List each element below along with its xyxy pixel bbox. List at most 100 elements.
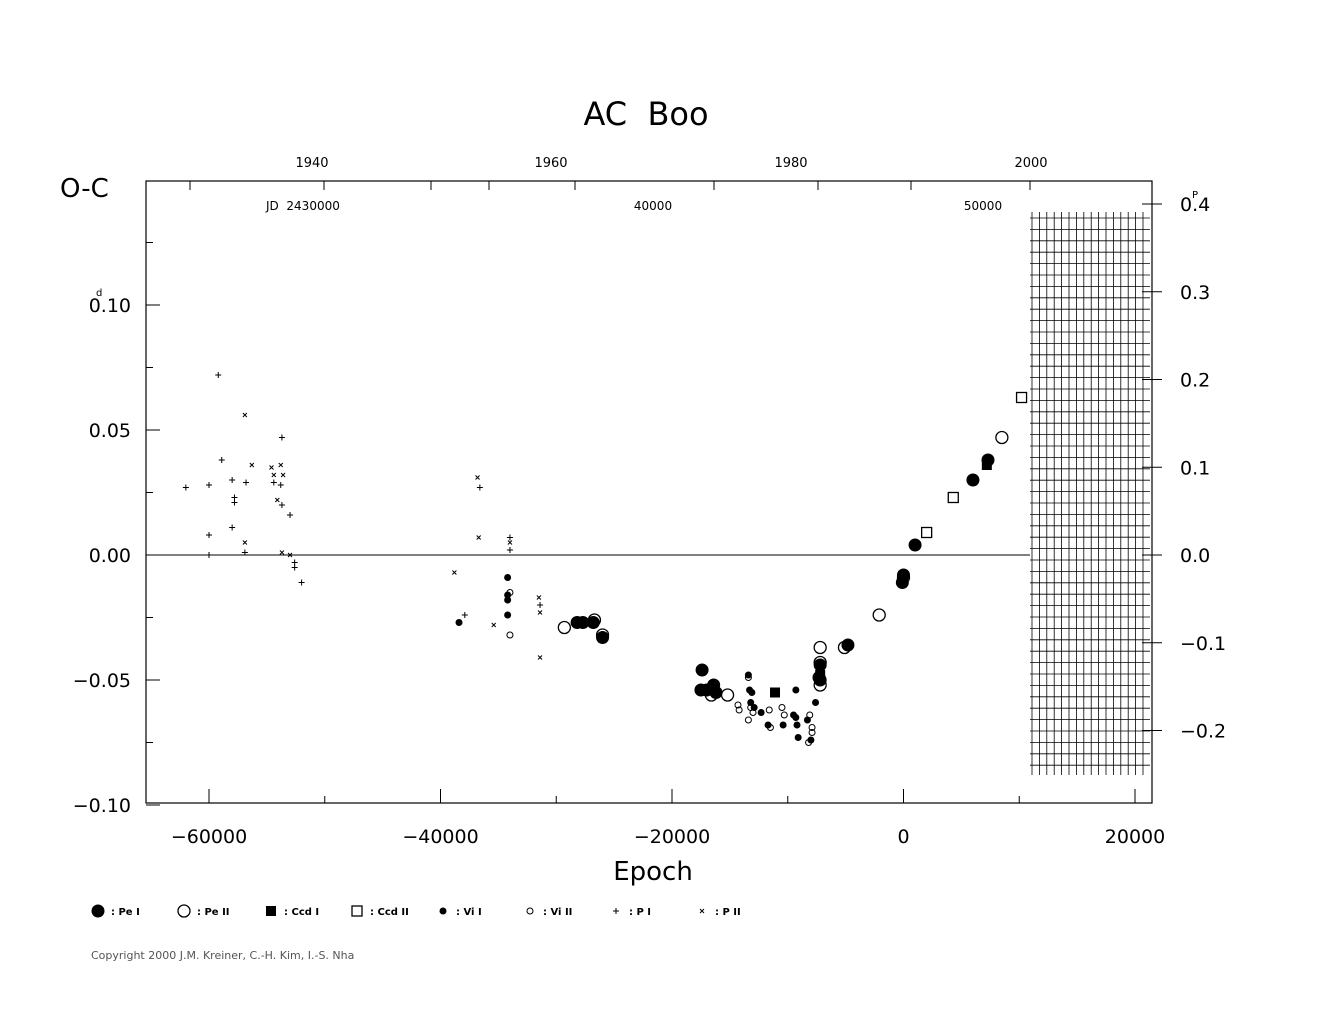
data-point-vi1	[794, 734, 802, 741]
right-tick-label: 0.4	[1180, 194, 1210, 216]
data-point-p1	[206, 552, 212, 558]
y-tick-label: 0.00	[89, 545, 131, 567]
data-point-pe2	[872, 608, 886, 622]
data-point-p1	[537, 602, 544, 608]
legend-item: : P I	[613, 907, 651, 918]
top-jd-label: 50000	[964, 199, 1002, 213]
data-point-p1	[461, 612, 468, 618]
x-tick-label: 20000	[1105, 826, 1165, 848]
data-point-p1	[215, 372, 222, 378]
copyright-notice: Copyright 2000 J.M. Kreiner, C.-H. Kim, …	[91, 949, 355, 962]
data-point-p1	[298, 579, 305, 586]
jd-label: JD 2430000	[265, 199, 340, 213]
data-point-p1	[206, 482, 212, 488]
legend-label: : Pe I	[111, 907, 140, 918]
data-point-vi2	[808, 724, 816, 731]
data-point-pe1	[841, 638, 855, 652]
y-tick-label: 0.10	[89, 295, 131, 317]
data-point-vi1	[748, 689, 756, 696]
legend-label: : P II	[715, 907, 741, 918]
data-point-vi1	[757, 709, 765, 716]
data-point-vi1	[504, 574, 512, 581]
right-tick-label: 0.0	[1180, 545, 1210, 567]
data-point-p1	[243, 479, 250, 486]
data-point-p2	[278, 462, 284, 468]
legend-label: : Ccd II	[370, 907, 409, 918]
legend-item: : Pe I	[91, 904, 140, 918]
data-point-vi1	[504, 611, 512, 619]
data-point-p1	[287, 512, 294, 518]
x-tick-label: −20000	[634, 826, 710, 848]
data-point-pe1	[576, 616, 590, 629]
data-point-p2	[476, 535, 482, 540]
data-point-p1	[241, 549, 248, 556]
data-point-pe1	[695, 663, 709, 677]
data-point-p2	[537, 610, 543, 615]
data-point-p2	[507, 540, 513, 545]
right-tick-label: 0.3	[1180, 282, 1210, 304]
y-tick-label: 0.05	[89, 420, 131, 442]
data-point-p2	[537, 655, 543, 660]
axes: −60000 −40000 −20000 0 20000 0.10 0.05 0.00 −0.0…	[73, 156, 1226, 848]
data-point-pe2	[720, 688, 735, 702]
legend-item: : Vi I	[439, 907, 482, 918]
data-point-p1	[218, 457, 225, 463]
data-point-p2	[279, 550, 285, 555]
data-point-p1	[231, 499, 238, 506]
data-point-pe2	[587, 613, 602, 627]
data-point-p2	[269, 465, 274, 470]
right-tick-label: 0.1	[1180, 457, 1210, 479]
data-point-pe1	[908, 538, 922, 552]
data-point-vi2	[765, 706, 773, 714]
data-point-pe1	[813, 658, 827, 672]
legend-item: : Ccd I	[266, 906, 319, 918]
legend-item: : Ccd II	[351, 905, 409, 918]
data-point-p2	[287, 552, 293, 558]
data-point-p2	[280, 472, 286, 478]
x-tick-label: 0	[897, 826, 909, 848]
data-point-vi2	[766, 724, 774, 731]
right-tick-label: 0.2	[1180, 370, 1210, 392]
top-jd-label: 40000	[634, 199, 672, 213]
legend-item: : Pe II	[177, 904, 230, 918]
data-point-p2	[274, 497, 280, 503]
data-point-p1	[270, 479, 277, 486]
data-point-p1	[182, 484, 189, 491]
right-tick-label: −0.1	[1180, 633, 1226, 655]
legend-symbol-p2	[699, 908, 705, 914]
data-point-p2	[536, 595, 542, 600]
data-point-pe2	[837, 640, 852, 655]
data-point-vi2	[749, 709, 757, 716]
y-axis-label: O-C	[60, 174, 109, 204]
legend-symbol-p1	[613, 908, 619, 914]
data-point-vi2	[734, 701, 742, 709]
top-year-label: 1940	[295, 156, 328, 171]
legend-symbol-pe2	[177, 904, 191, 918]
data-point-p1	[278, 502, 285, 508]
data-point-vi1	[792, 714, 800, 721]
data-point-p2	[491, 622, 497, 628]
legend-item: : P II	[699, 907, 741, 918]
data-point-vi2	[778, 704, 786, 711]
data-point-p2	[452, 570, 457, 575]
data-point-p2	[242, 540, 248, 545]
y-unit-mark: d	[96, 288, 102, 299]
data-point-vi2	[808, 729, 816, 736]
data-marks	[182, 372, 1028, 746]
data-point-ccd2	[1015, 391, 1028, 404]
data-point-vi2	[780, 711, 788, 719]
data-point-ccd1	[770, 687, 781, 698]
data-point-p1	[476, 484, 483, 491]
data-point-pe1	[966, 473, 980, 487]
x-tick-label: −40000	[402, 826, 478, 848]
legend-symbol-vi2	[526, 907, 534, 915]
data-point-p2	[249, 462, 255, 468]
chart-title: AC Boo	[583, 95, 708, 133]
top-year-label: 1980	[774, 156, 807, 171]
legend: : Pe I: Pe II: Ccd I: Ccd II: Vi I: Vi I…	[91, 904, 741, 918]
data-point-pe1	[895, 576, 909, 589]
right-tick-label: −0.2	[1180, 721, 1226, 743]
data-point-vi1	[504, 596, 512, 604]
data-point-ccd1	[981, 460, 992, 470]
